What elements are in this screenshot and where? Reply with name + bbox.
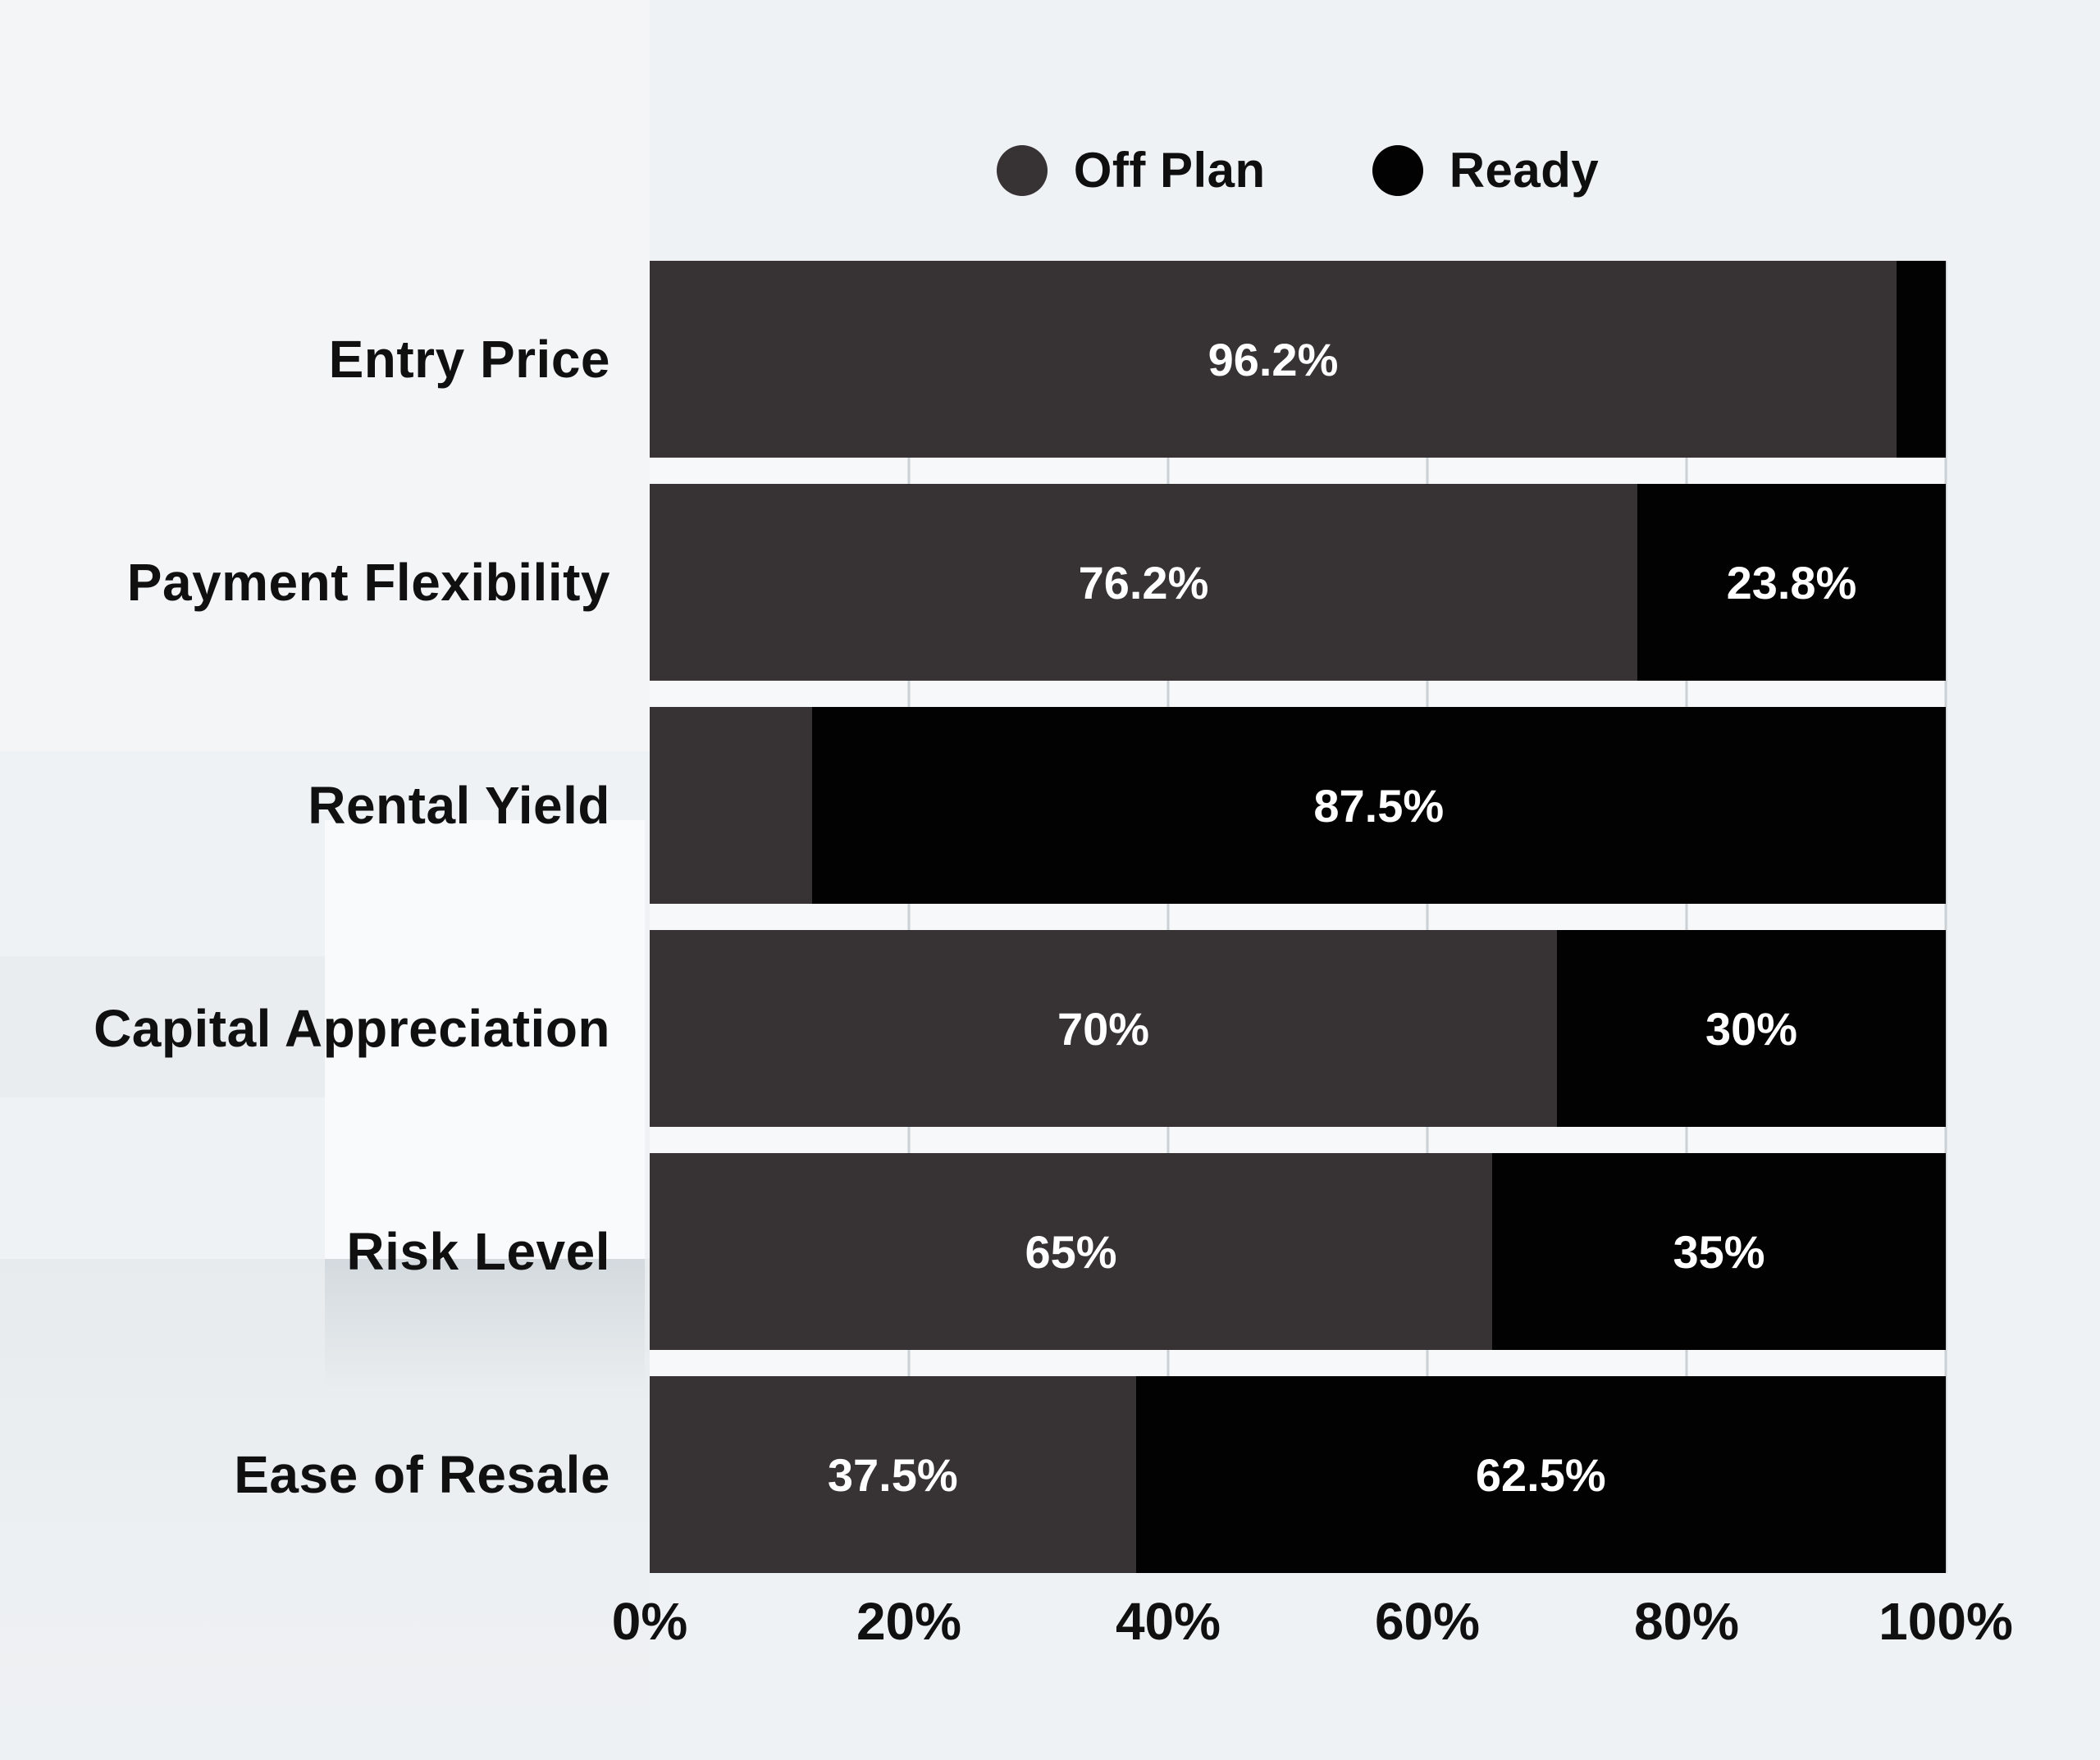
bar-row-risk-level: Risk Level 65% 35% <box>0 1153 2100 1350</box>
bar-row-payment-flexibility: Payment Flexibility 76.2% 23.8% <box>0 484 2100 681</box>
bar-value-label: 76.2% <box>1078 556 1209 609</box>
background-panel <box>0 956 325 1097</box>
bar-value-label: 37.5% <box>827 1448 958 1501</box>
x-axis: 0% 20% 40% 60% 80% 100% <box>612 1592 2013 1669</box>
bar-segment-ready: 23.8% <box>1637 484 1946 681</box>
bar-segment-off-plan: 76.2% <box>650 484 1637 681</box>
legend-dot-icon <box>996 144 1048 196</box>
gridline <box>1944 261 1947 1573</box>
bar-chart: Entry Price 96.2% Payment Flexibility 76… <box>0 261 2100 1573</box>
legend-label: Off Plan <box>1073 143 1266 198</box>
legend-dot-icon <box>1372 144 1423 196</box>
bar-segment-ready: 30% <box>1557 930 1946 1127</box>
gridline <box>1685 261 1688 1573</box>
plot-area <box>650 261 1947 1573</box>
legend-item-ready: Ready <box>1372 142 1600 198</box>
bar-segment-off-plan: 65% <box>650 1153 1492 1350</box>
x-axis-tick-label: 40% <box>1115 1592 1221 1651</box>
bar-segment-ready: 87.5% <box>811 707 1946 904</box>
bar-rows: Entry Price 96.2% Payment Flexibility 76… <box>0 261 2100 1573</box>
bar-segment-ready: 35% <box>1492 1153 1946 1350</box>
bar-segment-off-plan: 96.2% <box>650 261 1897 458</box>
bar-value-label: 96.2% <box>1208 333 1339 385</box>
bar-value-label: 70% <box>1057 1002 1150 1055</box>
bar-segment-off-plan: 37.5% <box>650 1376 1136 1573</box>
gridline <box>1426 261 1429 1573</box>
x-axis-tick-label: 80% <box>1633 1592 1740 1651</box>
stacked-bar: 65% 35% <box>650 1153 1946 1350</box>
bar-value-label: 23.8% <box>1726 556 1857 609</box>
gridline <box>907 261 911 1573</box>
bar-segment-off-plan <box>650 707 812 904</box>
x-axis-tick-label: 60% <box>1374 1592 1481 1651</box>
bar-segment-off-plan: 70% <box>650 930 1557 1127</box>
chart-legend: Off Plan Ready <box>650 123 1946 217</box>
legend-item-off-plan: Off Plan <box>996 142 1266 198</box>
category-label: Entry Price <box>328 330 610 389</box>
bar-row-capital-appreciation: Capital Appreciation 70% 30% <box>0 930 2100 1127</box>
bar-row-rental-yield: Rental Yield 87.5% <box>0 707 2100 904</box>
x-axis-tick-label: 100% <box>1879 1592 2013 1651</box>
stacked-bar: 76.2% 23.8% <box>650 484 1946 681</box>
stacked-bar: 70% 30% <box>650 930 1946 1127</box>
x-axis-tick-label: 20% <box>856 1592 962 1651</box>
x-axis-tick-label: 0% <box>611 1592 688 1651</box>
stacked-bar: 87.5% <box>650 707 1946 904</box>
bar-value-label: 65% <box>1025 1225 1117 1278</box>
bar-row-entry-price: Entry Price 96.2% <box>0 261 2100 458</box>
background-panel <box>0 0 650 751</box>
stacked-bar: 96.2% <box>650 261 1946 458</box>
category-label: Risk Level <box>346 1222 610 1281</box>
bar-value-label: 87.5% <box>1313 779 1445 832</box>
bar-row-ease-of-resale: Ease of Resale 37.5% 62.5% <box>0 1376 2100 1573</box>
stacked-bar: 37.5% 62.5% <box>650 1376 1946 1573</box>
legend-label: Ready <box>1449 143 1600 198</box>
category-label: Payment Flexibility <box>126 553 610 612</box>
background-shadow <box>325 1259 645 1390</box>
background-panel <box>325 820 645 1259</box>
bar-segment-ready: 62.5% <box>1135 1376 1946 1573</box>
bar-value-label: 35% <box>1673 1225 1765 1278</box>
background-panel <box>0 1259 650 1760</box>
bar-value-label: 62.5% <box>1475 1448 1606 1501</box>
category-label: Rental Yield <box>308 776 610 835</box>
gridline <box>1166 261 1170 1573</box>
bar-segment-ready <box>1896 261 1946 458</box>
bar-value-label: 30% <box>1705 1002 1798 1055</box>
category-label: Ease of Resale <box>234 1445 610 1504</box>
category-label: Capital Appreciation <box>94 999 610 1058</box>
